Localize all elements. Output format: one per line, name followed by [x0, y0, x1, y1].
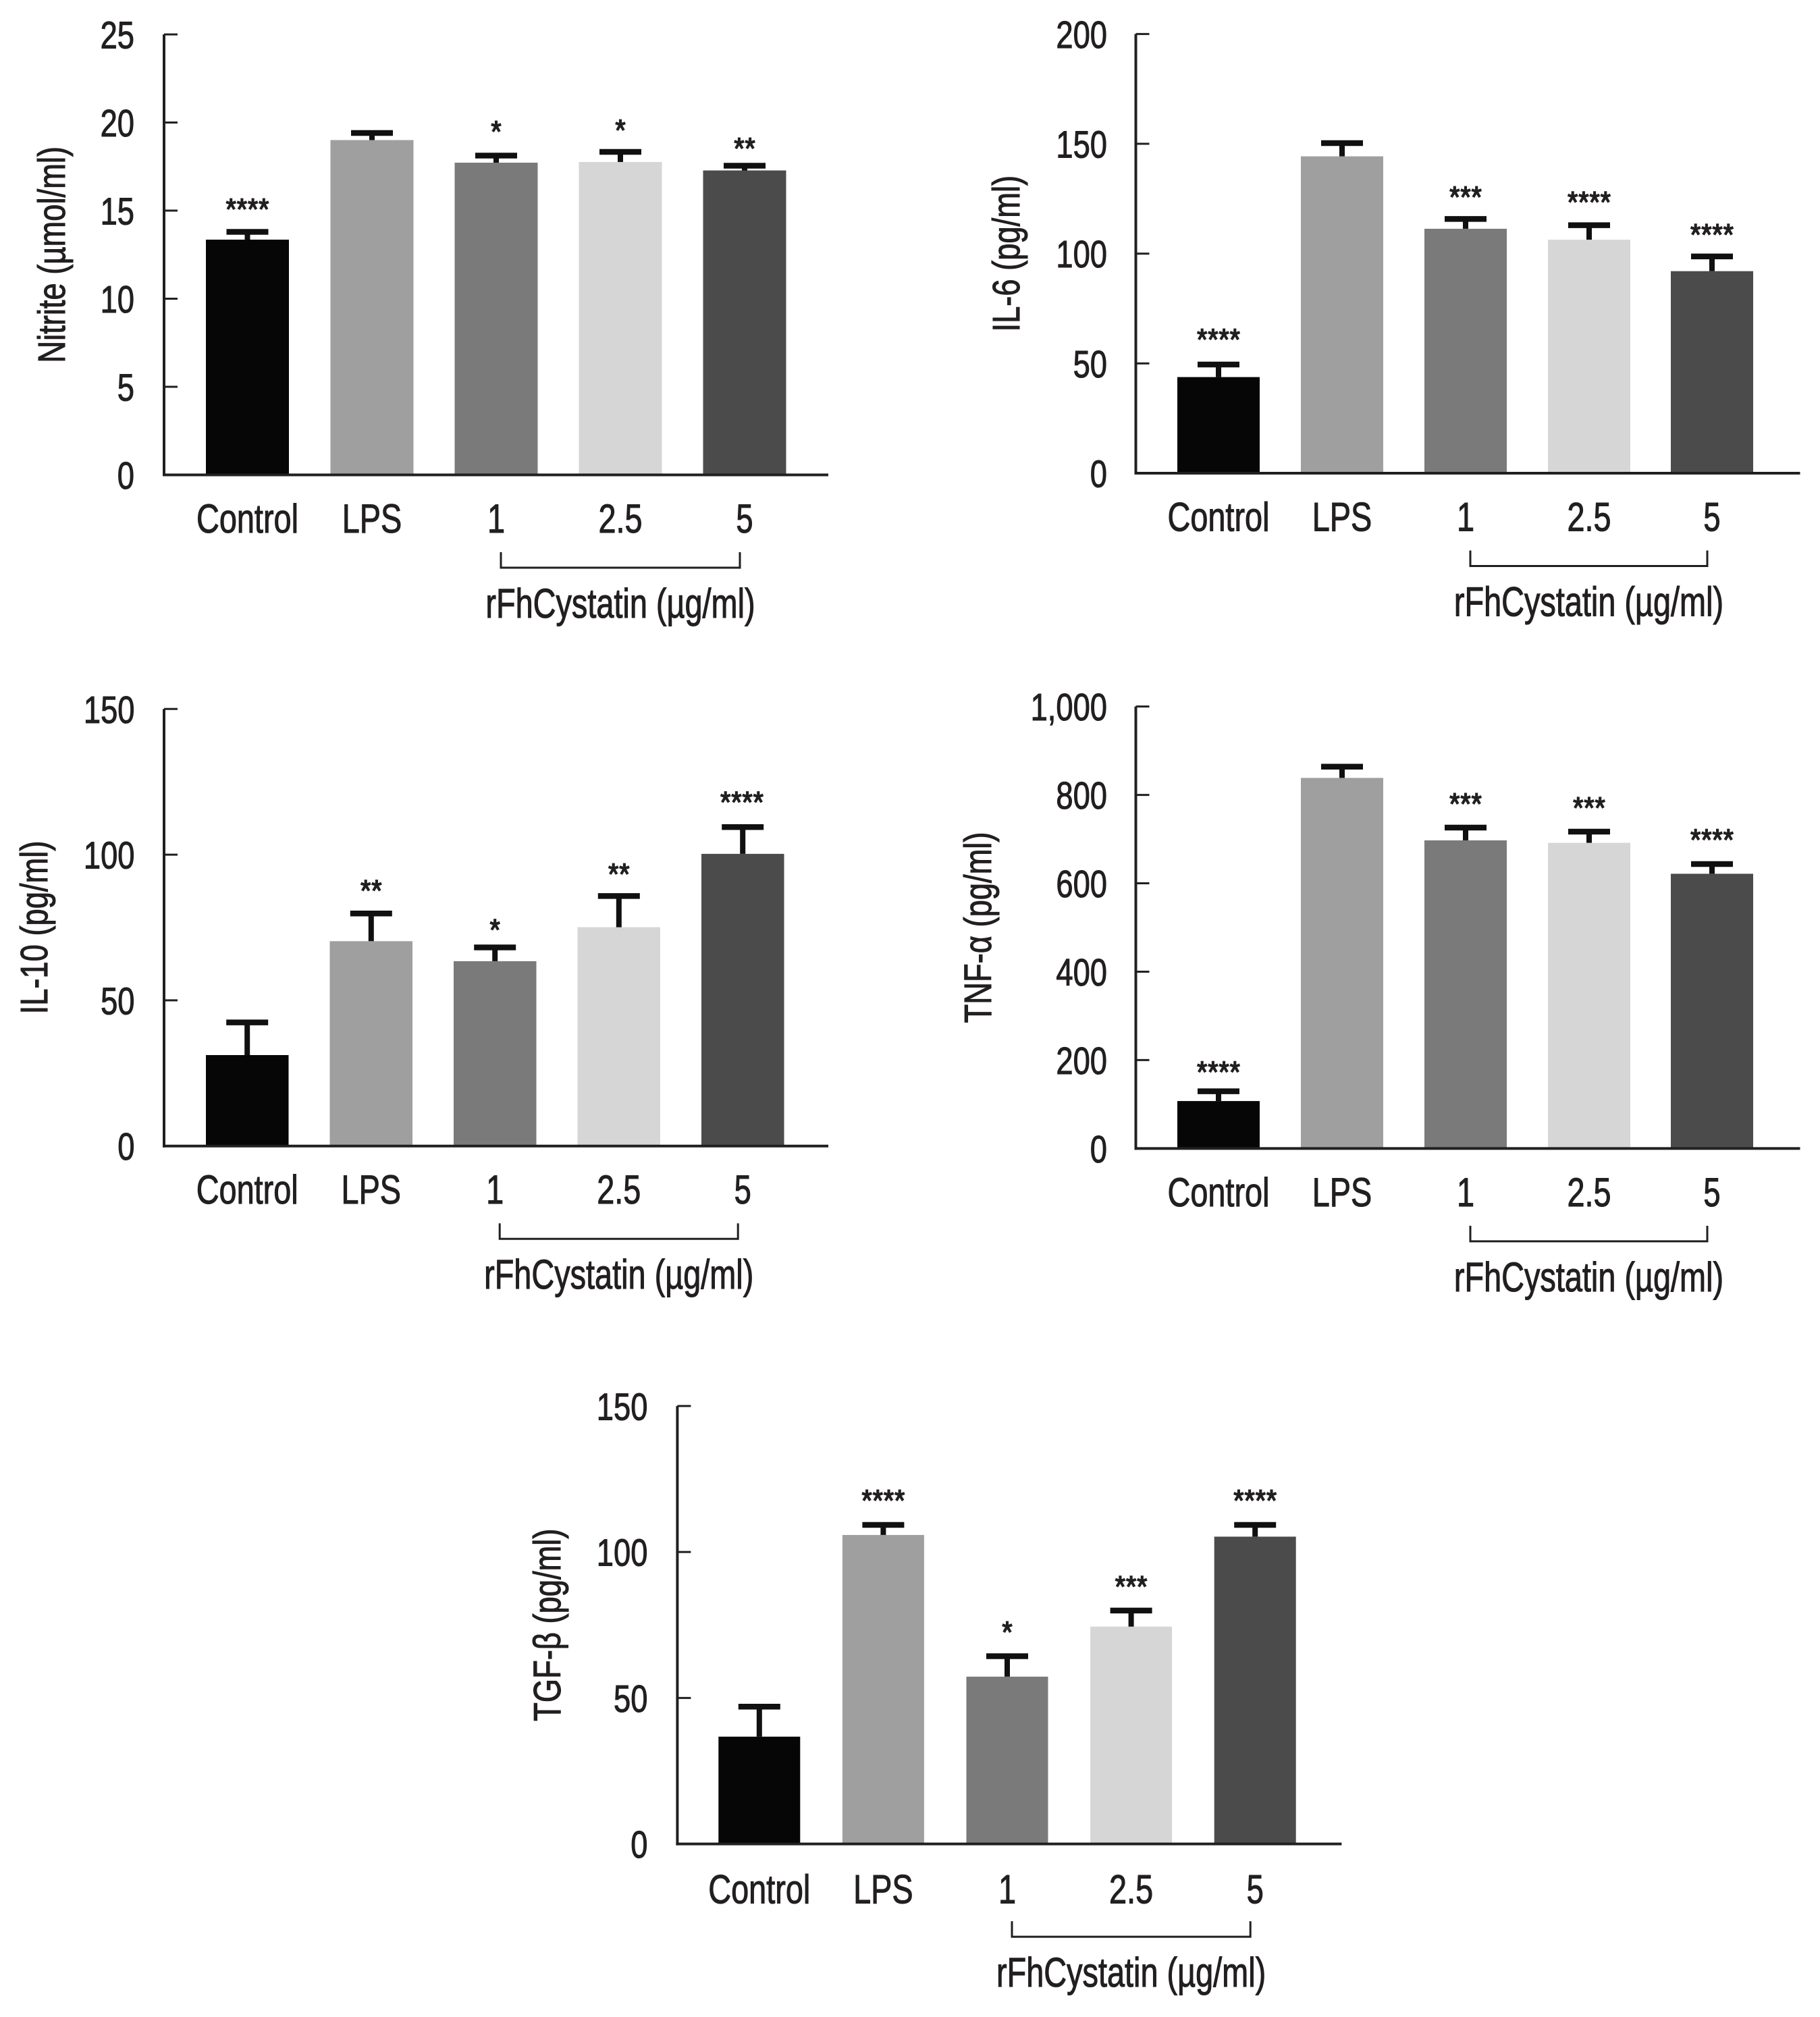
svg-text:5: 5 — [1703, 1170, 1720, 1215]
svg-text:Control: Control — [1168, 1170, 1270, 1215]
svg-text:0: 0 — [117, 454, 134, 497]
svg-text:rFhCystatin (µg/ml): rFhCystatin (µg/ml) — [485, 581, 755, 626]
svg-text:Control: Control — [196, 496, 298, 541]
svg-text:1: 1 — [1457, 495, 1474, 540]
svg-text:5: 5 — [1247, 1867, 1264, 1912]
svg-text:rFhCystatin (µg/ml): rFhCystatin (µg/ml) — [484, 1252, 753, 1297]
svg-text:200: 200 — [1056, 1040, 1107, 1083]
svg-text:200: 200 — [1056, 14, 1107, 57]
svg-text:2.5: 2.5 — [1567, 495, 1611, 540]
svg-text:Control: Control — [196, 1167, 298, 1212]
svg-text:Control: Control — [1168, 495, 1270, 540]
svg-text:600: 600 — [1056, 863, 1107, 906]
svg-text:rFhCystatin (µg/ml): rFhCystatin (µg/ml) — [1454, 1254, 1723, 1300]
svg-text:15: 15 — [101, 190, 134, 234]
svg-text:0: 0 — [117, 1125, 134, 1168]
svg-text:LPS: LPS — [1312, 495, 1372, 540]
svg-text:1: 1 — [998, 1867, 1016, 1912]
svg-text:Control: Control — [708, 1867, 810, 1912]
svg-text:25: 25 — [101, 14, 134, 57]
svg-text:IL-6 (pg/ml): IL-6 (pg/ml) — [985, 176, 1028, 332]
svg-text:100: 100 — [597, 1532, 648, 1575]
svg-text:800: 800 — [1056, 774, 1107, 817]
svg-text:1: 1 — [486, 1167, 504, 1212]
svg-text:400: 400 — [1056, 951, 1107, 994]
svg-text:0: 0 — [1090, 1128, 1107, 1171]
svg-text:LPS: LPS — [342, 496, 402, 541]
svg-text:1: 1 — [487, 496, 505, 541]
svg-text:2.5: 2.5 — [1567, 1170, 1611, 1215]
svg-text:2.5: 2.5 — [1109, 1867, 1153, 1912]
svg-text:1: 1 — [1457, 1170, 1474, 1215]
svg-text:50: 50 — [614, 1677, 647, 1721]
svg-text:50: 50 — [101, 979, 134, 1023]
svg-text:IL-10 (pg/ml): IL-10 (pg/ml) — [13, 841, 56, 1015]
svg-text:0: 0 — [1090, 453, 1107, 496]
svg-text:TNF-α (pg/ml): TNF-α (pg/ml) — [957, 832, 1000, 1023]
svg-text:2.5: 2.5 — [598, 496, 642, 541]
svg-text:5: 5 — [734, 1167, 751, 1212]
svg-text:1,000: 1,000 — [1031, 686, 1107, 729]
svg-text:150: 150 — [597, 1385, 648, 1428]
svg-text:LPS: LPS — [342, 1167, 402, 1212]
svg-text:LPS: LPS — [853, 1867, 913, 1912]
svg-text:10: 10 — [101, 278, 134, 321]
svg-text:100: 100 — [84, 834, 135, 878]
svg-text:50: 50 — [1073, 343, 1107, 386]
svg-text:LPS: LPS — [1312, 1170, 1372, 1215]
svg-text:5: 5 — [1703, 495, 1720, 540]
svg-text:150: 150 — [84, 689, 135, 732]
svg-text:0: 0 — [631, 1823, 647, 1866]
svg-text:rFhCystatin (µg/ml): rFhCystatin (µg/ml) — [996, 1949, 1266, 1995]
svg-text:20: 20 — [101, 102, 134, 145]
svg-text:5: 5 — [117, 367, 134, 410]
svg-text:rFhCystatin (µg/ml): rFhCystatin (µg/ml) — [1454, 579, 1723, 625]
svg-text:2.5: 2.5 — [597, 1167, 641, 1212]
svg-text:5: 5 — [736, 496, 753, 541]
svg-text:150: 150 — [1056, 124, 1107, 167]
svg-text:TGF-β (pg/ml): TGF-β (pg/ml) — [526, 1529, 569, 1721]
svg-text:Nitrite (µmol/ml): Nitrite (µmol/ml) — [30, 146, 74, 363]
svg-text:100: 100 — [1056, 233, 1107, 276]
